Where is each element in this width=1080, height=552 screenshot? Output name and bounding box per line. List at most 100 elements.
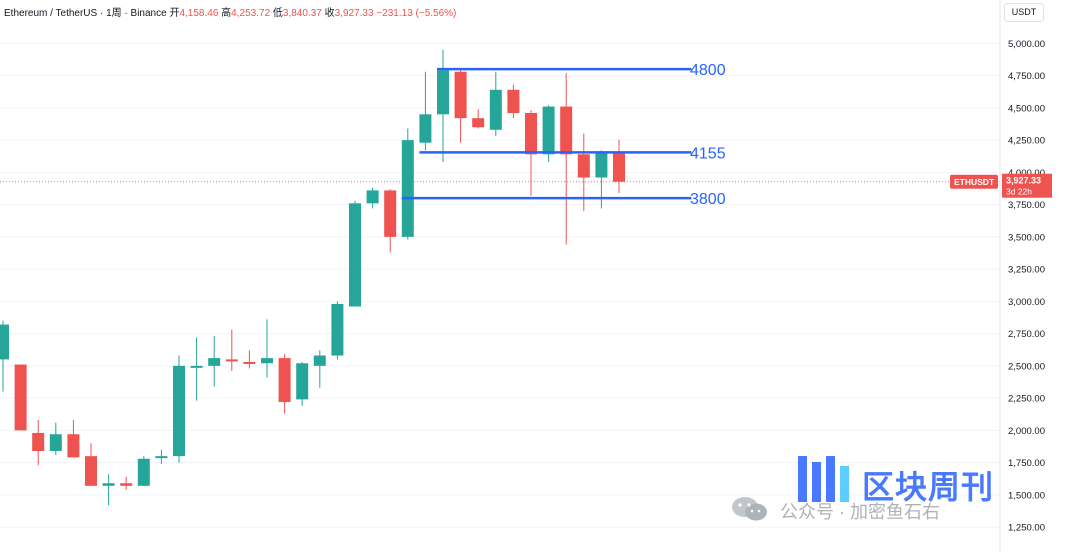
candle <box>0 320 9 392</box>
y-tick-label: 4,250.00 <box>1008 136 1045 147</box>
candle-body <box>102 483 115 486</box>
candle-body <box>542 106 555 155</box>
candle <box>155 449 168 464</box>
y-tick-label: 1,250.00 <box>1008 523 1045 534</box>
candle <box>595 150 608 209</box>
y-tick-label: 3,250.00 <box>1008 265 1045 276</box>
candle <box>454 70 467 143</box>
y-tick-label: 3,000.00 <box>1008 297 1045 308</box>
candle-body <box>190 365 203 368</box>
y-tick-label: 2,750.00 <box>1008 329 1045 340</box>
candle-body <box>120 483 133 486</box>
high-value: 4,253.72 <box>231 8 271 19</box>
candle-body <box>331 303 344 356</box>
change-value: −231.13 (−5.56%) <box>376 8 457 19</box>
candle-body <box>560 106 573 155</box>
candle <box>437 49 449 163</box>
candle <box>102 474 115 506</box>
chart-legend: Ethereum / TetherUS · 1周 · Binance 开4,15… <box>4 4 456 19</box>
watermark-title: 区块周刊 <box>862 469 995 505</box>
candle-body <box>349 203 361 307</box>
open-value: 4,158.46 <box>179 8 219 19</box>
candle <box>278 354 291 414</box>
candle-body <box>366 190 379 204</box>
candle-body <box>595 153 608 178</box>
candle <box>261 319 273 378</box>
candle-body <box>296 363 309 400</box>
y-tick-label: 1,500.00 <box>1008 490 1045 501</box>
y-tick-label: 4,750.00 <box>1008 71 1045 82</box>
candle-body <box>225 359 238 362</box>
candles-layer <box>0 49 625 506</box>
candle-body <box>85 456 97 486</box>
candle-body <box>525 113 537 155</box>
candle <box>85 443 97 486</box>
candle <box>560 73 573 245</box>
high-label: 高 <box>221 8 232 19</box>
candle <box>507 84 520 119</box>
candle <box>32 420 45 466</box>
candle <box>489 71 502 137</box>
price-tag-value: 3,927.33 <box>1006 176 1041 186</box>
candle-body <box>137 458 150 486</box>
candle-body <box>261 358 273 364</box>
candle-body <box>401 140 414 237</box>
y-tick-label: 2,250.00 <box>1008 394 1045 405</box>
candle-body <box>243 361 256 364</box>
close-value: 3,927.33 <box>334 8 374 19</box>
candle <box>577 133 590 212</box>
candle <box>173 355 185 463</box>
price-tag-bg <box>1002 173 1052 198</box>
candle-body <box>32 432 45 451</box>
low-label: 低 <box>272 8 283 19</box>
candle-body <box>0 324 9 360</box>
price-axis: 1,250.00 1,500.00 1,750.00 2,000.00 2,250.00… <box>999 0 1045 552</box>
candle-body <box>472 118 485 128</box>
candle <box>313 350 326 388</box>
candle <box>67 420 80 458</box>
candle-body <box>613 151 625 182</box>
candle-body <box>419 114 432 143</box>
candle-body <box>577 154 590 178</box>
level-label: 4800 <box>690 62 726 79</box>
candle <box>419 71 432 151</box>
brand-logo-icon <box>798 456 849 502</box>
level-label: 3800 <box>690 191 726 208</box>
currency-button[interactable]: USDT <box>1004 3 1044 22</box>
y-tick-label: 2,000.00 <box>1008 426 1045 437</box>
y-tick-label: 1,750.00 <box>1008 458 1045 469</box>
candle-body <box>67 434 80 458</box>
level-label: 4155 <box>690 145 726 162</box>
wechat-icon <box>732 497 767 521</box>
y-tick-label: 5,000.00 <box>1008 39 1045 50</box>
candle <box>472 109 485 129</box>
y-tick-label: 3,750.00 <box>1008 200 1045 211</box>
candle <box>243 350 256 369</box>
candle <box>208 336 221 387</box>
candle <box>349 200 361 307</box>
price-tag-countdown: 3d 22h <box>1006 187 1032 197</box>
y-tick-label: 4,500.00 <box>1008 103 1045 114</box>
candle-body <box>507 89 520 114</box>
ticker-tag-text: ETHUSDT <box>954 177 995 187</box>
candle <box>401 128 414 240</box>
open-label: 开 <box>169 8 180 19</box>
close-label: 收 <box>324 8 335 19</box>
candle <box>14 364 27 431</box>
y-tick-label: 4,000.00 <box>1008 168 1045 179</box>
candle-body <box>49 434 62 451</box>
y-tick-label: 3,500.00 <box>1008 232 1045 243</box>
low-value: 3,840.37 <box>282 8 322 19</box>
candle-body <box>173 365 185 457</box>
ticker-tag-bg <box>950 174 998 189</box>
candle <box>296 361 309 406</box>
candle-body <box>384 190 397 237</box>
candle <box>120 476 133 490</box>
candle-body <box>454 71 467 119</box>
y-tick-label: 2,500.00 <box>1008 361 1045 372</box>
candle-body <box>437 70 449 115</box>
candle <box>190 337 203 401</box>
candle <box>613 139 625 193</box>
